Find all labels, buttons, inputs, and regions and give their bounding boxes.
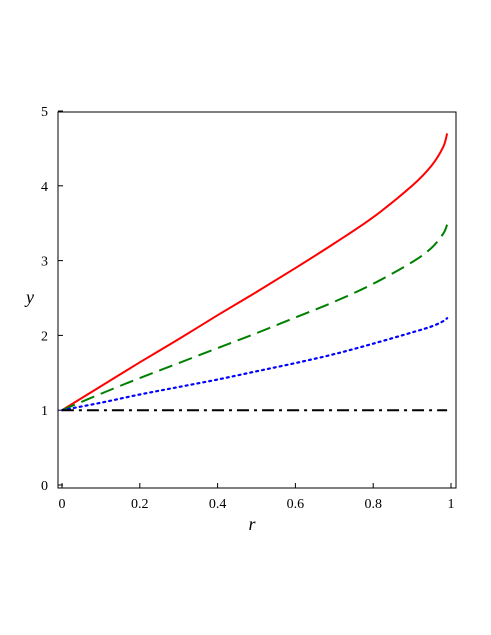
y-tick-label: 5 bbox=[41, 105, 48, 120]
axis-ticks: 0 0.2 0.4 0.6 0.8 1 0 1 2 3 4 5 bbox=[41, 105, 455, 512]
series-line-3 bbox=[60, 317, 449, 412]
x-tick-label: 0 bbox=[59, 497, 66, 512]
y-tick-label: 2 bbox=[41, 329, 48, 344]
x-tick-label: 0.6 bbox=[287, 497, 305, 512]
y-tick-label: 4 bbox=[41, 180, 48, 195]
y-tick-label: 1 bbox=[41, 404, 48, 419]
y-tick-label: 3 bbox=[41, 255, 48, 270]
plot-frame bbox=[57, 111, 457, 489]
x-tick-label: 0.8 bbox=[364, 497, 382, 512]
x-tick-label: 1 bbox=[448, 497, 455, 512]
x-tick-label: 0.2 bbox=[131, 497, 149, 512]
x-axis-label: r bbox=[248, 514, 256, 534]
series-line-1 bbox=[61, 133, 449, 412]
series-group bbox=[60, 133, 449, 412]
y-tick-label: 0 bbox=[41, 479, 48, 494]
series-line-2 bbox=[61, 224, 449, 412]
y-axis-label: y bbox=[24, 287, 34, 307]
x-tick-label: 0.4 bbox=[209, 497, 227, 512]
